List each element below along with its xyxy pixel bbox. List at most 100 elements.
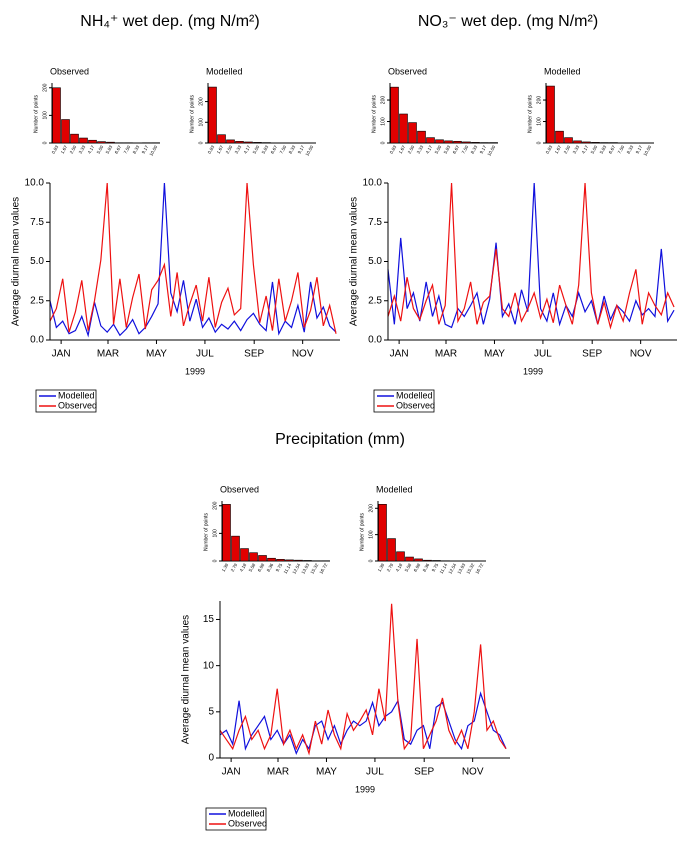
x-tick-label: JAN (222, 767, 241, 778)
x-tick-label: 3.33 (78, 144, 87, 155)
x-tick-label: 5.83 (599, 144, 608, 155)
x-tick-label: NOV (462, 767, 484, 778)
histogram-title: Observed (388, 66, 427, 76)
x-tick-label: 4.17 (581, 144, 590, 155)
x-tick-label: 5.83 (105, 144, 114, 155)
bar (231, 535, 240, 562)
x-tick-label: NOV (630, 349, 652, 360)
x-tick-label: 2.79 (386, 562, 395, 573)
x-tick-label: 7.50 (279, 144, 288, 155)
y-tick-label: 200 (42, 83, 48, 92)
x-tick-label: 8.36 (422, 562, 431, 573)
x-tick-label: JAN (390, 349, 409, 360)
x-tick-label: MAR (435, 349, 457, 360)
x-tick-label: 15.32 (309, 562, 319, 575)
x-tick-label: 5.58 (404, 562, 413, 573)
y-tick-label: 2.5 (368, 295, 382, 306)
bar (444, 140, 453, 144)
bar (435, 139, 444, 144)
bar (555, 130, 564, 144)
bar (432, 560, 441, 562)
bar (399, 113, 408, 144)
bar (564, 137, 573, 144)
x-tick-label: 12.54 (291, 562, 301, 575)
x-tick-label: SEP (244, 349, 264, 360)
bar (226, 139, 235, 144)
bar (52, 87, 61, 144)
legend-label: Observed (58, 400, 97, 410)
x-tick-label: 9.17 (635, 144, 644, 155)
x-tick-label: JUL (196, 349, 214, 360)
bar (426, 137, 435, 144)
x-tick-label: 1.39 (377, 562, 386, 573)
x-tick-label: 15.32 (465, 562, 475, 575)
bar (408, 122, 417, 144)
x-tick-label: 2.50 (225, 144, 234, 155)
x-tick-label: 16.72 (474, 562, 484, 575)
y-tick-label: 0 (212, 559, 218, 562)
x-tick-label: 8.36 (266, 562, 275, 573)
series-line (387, 182, 675, 330)
bar (217, 134, 226, 144)
legend-label: Observed (228, 818, 267, 828)
x-tick-label: 6.67 (114, 144, 123, 155)
bar (276, 559, 285, 562)
y-tick-label: 100 (536, 117, 542, 126)
y-tick-label: 0.0 (368, 335, 382, 346)
y-tick-label: 2.5 (30, 295, 44, 306)
x-tick-label: 9.75 (275, 562, 284, 573)
bar (79, 137, 88, 144)
panel-title: NH₄⁺ wet dep. (mg N/m²) (80, 13, 259, 30)
x-tick-label: 9.17 (141, 144, 150, 155)
panel-title: NO₃⁻ wet dep. (mg N/m²) (418, 13, 598, 30)
histogram-title: Modelled (544, 66, 581, 76)
x-tick-label: 5.83 (443, 144, 452, 155)
y-tick-label: 10.0 (363, 178, 383, 189)
y-tick-label: 200 (212, 501, 218, 510)
y-tick-label: 200 (536, 96, 542, 105)
x-tick-label: 8.33 (132, 144, 141, 155)
y-tick-label: 0.0 (30, 335, 44, 346)
x-tick-label: SEP (414, 767, 434, 778)
bar (414, 558, 423, 562)
x-tick-label: JUL (534, 349, 552, 360)
bar (240, 548, 249, 562)
x-tick-label: 3.33 (416, 144, 425, 155)
y-tick-label: 100 (198, 118, 204, 127)
y-tick-label: 0 (198, 141, 204, 144)
histogram-title: Observed (220, 484, 259, 494)
y-tick-label: 0 (380, 141, 386, 144)
x-tick-label: 6.67 (270, 144, 279, 155)
series-line (219, 691, 507, 755)
bar (208, 86, 217, 144)
y-axis-label: Number of points (359, 512, 365, 551)
panel-title: Precipitation (mm) (275, 431, 405, 448)
x-tick-label: 5.00 (96, 144, 105, 155)
y-tick-label: 5.0 (30, 256, 44, 267)
x-tick-label: 4.18 (395, 562, 404, 573)
x-tick-label: 9.75 (431, 562, 440, 573)
y-tick-label: 10.0 (25, 178, 45, 189)
bar (106, 141, 115, 144)
x-tick-label: 12.54 (447, 562, 457, 575)
x-tick-label: 10.00 (642, 144, 652, 157)
y-tick-label: 200 (368, 504, 374, 513)
bar (396, 551, 405, 562)
bar (249, 552, 258, 562)
histogram-title: Modelled (206, 66, 243, 76)
x-tick-label: 4.17 (425, 144, 434, 155)
bar (417, 130, 426, 144)
legend-label: Modelled (396, 390, 433, 400)
bar (244, 141, 253, 144)
x-tick-label: 7.50 (617, 144, 626, 155)
bar (235, 141, 244, 144)
x-tick-label: 3.33 (572, 144, 581, 155)
x-tick-label: 3.33 (234, 144, 243, 155)
x-tick-label: 6.98 (413, 562, 422, 573)
y-tick-label: 100 (368, 530, 374, 539)
bar (387, 538, 396, 562)
x-axis-label: 1999 (523, 366, 543, 376)
x-tick-label: 5.00 (252, 144, 261, 155)
bar (573, 140, 582, 144)
x-tick-label: MAY (316, 767, 337, 778)
